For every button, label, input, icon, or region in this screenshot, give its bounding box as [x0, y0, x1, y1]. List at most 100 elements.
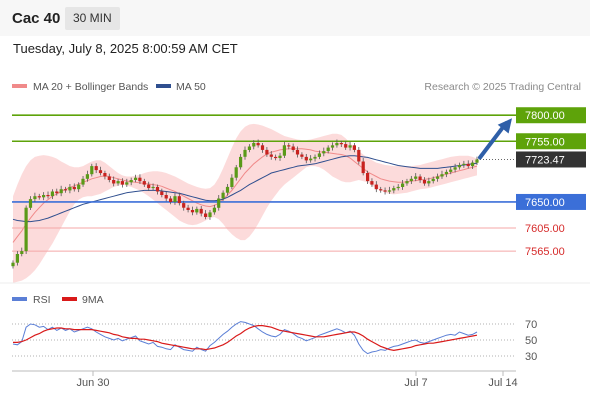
candle-body	[208, 212, 212, 217]
candle-body	[81, 178, 85, 185]
candle-body	[300, 154, 304, 157]
chart-datetime: Tuesday, July 8, 2025 8:00:59 AM CET	[13, 41, 238, 56]
legend-label-rsi: RSI	[33, 294, 51, 306]
candle-body	[247, 146, 251, 150]
candle-body	[370, 181, 374, 185]
instrument-title: Cac 40	[12, 10, 61, 27]
candle-body	[182, 203, 186, 208]
candle-body	[431, 178, 435, 182]
candle-body	[366, 173, 370, 182]
candle-body	[134, 177, 138, 180]
candle-body	[453, 167, 457, 170]
ma20-line	[12, 148, 478, 243]
level-label-box	[516, 151, 586, 168]
candle-body	[387, 190, 392, 192]
candle-body	[239, 156, 243, 168]
candle-body	[260, 145, 265, 150]
candle-body	[326, 147, 330, 152]
candle-body	[291, 146, 295, 150]
candle-body	[186, 207, 190, 210]
candle-body	[348, 145, 352, 148]
rsi-tick-label: 30	[525, 351, 537, 363]
legend-swatch-9ma	[62, 297, 77, 301]
candle-body	[374, 184, 378, 190]
candle-body	[475, 159, 479, 163]
time-axis-label: Jul 7	[404, 377, 427, 389]
candle-body	[59, 189, 63, 194]
candle-body	[37, 196, 41, 198]
candle-body	[309, 158, 313, 161]
candle-body	[77, 184, 81, 190]
candle-body	[125, 182, 129, 185]
candle-body	[440, 174, 444, 177]
rsi-tick-label: 50	[525, 335, 537, 347]
candle-body	[335, 143, 339, 146]
bollinger-band-area	[13, 123, 477, 283]
rsi-ma-line	[13, 325, 478, 352]
candle-body	[195, 208, 199, 213]
candle-body	[252, 143, 256, 147]
candle-body	[63, 189, 68, 191]
candle-body	[164, 195, 168, 199]
forecast-arrow-shaft	[478, 121, 508, 160]
candle-body	[46, 195, 50, 197]
candle-body	[409, 178, 413, 182]
candle-body	[221, 192, 225, 199]
candle-body	[160, 191, 164, 195]
candle-body	[85, 174, 89, 179]
level-label-support_weak: 7565.00	[525, 246, 565, 258]
legend-swatch-bollinger	[12, 84, 27, 88]
candle-body	[256, 143, 260, 146]
candle-body	[177, 196, 181, 204]
candle-body	[138, 177, 142, 182]
candle-body	[405, 181, 409, 184]
candle-body	[295, 149, 300, 155]
level-label-box	[516, 107, 586, 124]
legend-label-bollinger: MA 20 + Bollinger Bands	[33, 81, 148, 93]
legend-swatch-rsi	[12, 297, 27, 301]
level-label-box	[516, 193, 586, 210]
candle-body	[361, 161, 365, 174]
candle-body	[352, 145, 356, 150]
candle-body	[414, 176, 418, 179]
candle-body	[322, 151, 326, 154]
rsi-tick-label: 70	[525, 319, 537, 331]
level-label-support_weak: 7605.00	[525, 223, 565, 235]
legend-label-ma50: MA 50	[176, 81, 206, 93]
candle-body	[436, 176, 440, 179]
candle-body	[155, 186, 160, 192]
candle-body	[103, 173, 107, 177]
candle-body	[230, 177, 234, 187]
candle-body	[217, 198, 221, 208]
candle-body	[418, 176, 422, 180]
candle-body	[234, 167, 238, 178]
copyright-text: Research © 2025 Trading Central	[424, 81, 581, 93]
candle-body	[471, 162, 475, 167]
level-label-current: 7723.47	[525, 154, 565, 166]
candle-body	[28, 199, 33, 208]
candle-body	[383, 190, 387, 192]
level-label-resistance: 7800.00	[525, 110, 565, 122]
candle-body	[173, 196, 177, 202]
level-label-box	[516, 133, 586, 150]
candle-body	[457, 165, 462, 168]
candle-body	[204, 213, 208, 217]
candle-body	[243, 149, 247, 157]
rsi-line	[12, 321, 478, 355]
candle-body	[449, 169, 453, 172]
candle-body	[401, 183, 405, 187]
candle-body	[151, 186, 155, 189]
candle-body	[107, 176, 111, 180]
candle-body	[357, 149, 361, 162]
candle-body	[129, 180, 133, 183]
timeframe-button[interactable]: 30 MIN	[65, 7, 120, 30]
candle-body	[24, 207, 28, 252]
candle-body	[11, 262, 15, 267]
candle-body	[392, 188, 396, 191]
candle-body	[116, 181, 120, 184]
candle-body	[212, 207, 216, 213]
candle-body	[466, 163, 470, 167]
candle-body	[274, 156, 278, 159]
candle-body	[278, 155, 282, 158]
